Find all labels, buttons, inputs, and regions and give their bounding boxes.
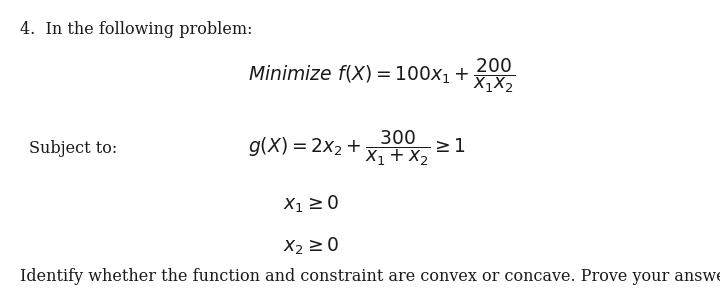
Text: $x_1 \geq 0$: $x_1 \geq 0$ — [283, 194, 339, 216]
Text: $g(X) = 2x_2 + \dfrac{300}{x_1+x_2} \geq 1$: $g(X) = 2x_2 + \dfrac{300}{x_1+x_2} \geq… — [248, 129, 467, 167]
Text: $\mathit{Minimize}\ f(X) = 100x_1 + \dfrac{200}{x_1x_2}$: $\mathit{Minimize}\ f(X) = 100x_1 + \dfr… — [248, 57, 516, 95]
Text: $x_2 \geq 0$: $x_2 \geq 0$ — [283, 236, 339, 257]
Text: 4.  In the following problem:: 4. In the following problem: — [20, 21, 253, 38]
Text: Identify whether the function and constraint are convex or concave. Prove your a: Identify whether the function and constr… — [20, 268, 720, 285]
Text: Subject to:: Subject to: — [29, 140, 117, 156]
